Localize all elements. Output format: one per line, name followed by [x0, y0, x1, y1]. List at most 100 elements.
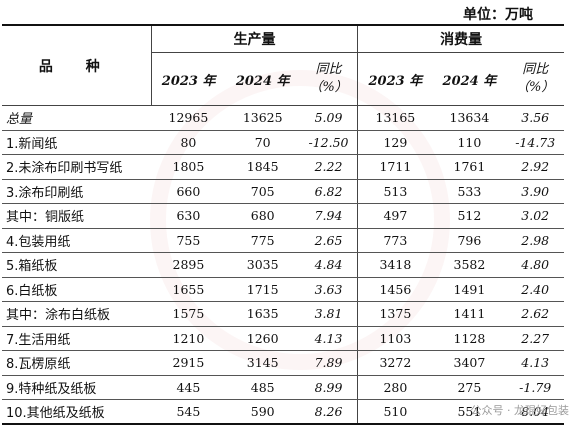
- row-name-cell: 6.白纸板: [2, 277, 152, 302]
- consumption-yoy-cell: 3.56: [506, 105, 564, 131]
- consumption-2024-cell: 3582: [432, 252, 507, 278]
- consumption-yoy-cell: 2.98: [506, 228, 564, 253]
- production-yoy-cell: 5.09: [299, 105, 359, 131]
- table-body: 总量 12965 13625 5.09 13165 13634 3.56 1.新闻纸 80 70-…: [2, 105, 564, 425]
- table-row: 3.涂布印刷纸 660 705 6.82 513 533 3.90: [2, 179, 564, 204]
- consumption-2024-cell: 512: [432, 203, 507, 229]
- consumption-yoy-cell: 2.62: [506, 301, 564, 327]
- table-row: 其中：铜版纸 630 680 7.94 497 512 3.02: [2, 203, 564, 229]
- consumption-2024-cell: 13634: [432, 105, 507, 131]
- row-name-cell: 9.特种纸及纸板: [2, 375, 152, 400]
- consumption-2024-cell: 1128: [432, 326, 507, 351]
- production-2023-cell: 80: [151, 130, 226, 155]
- consumption-2023-cell: 13165: [357, 105, 433, 131]
- production-2023-cell: 1655: [151, 277, 226, 302]
- production-yoy-cell: 7.94: [299, 203, 359, 229]
- consumption-2024-cell: 796: [432, 228, 507, 253]
- production-2023-cell: 545: [151, 399, 226, 425]
- watermark-text: 公众号 · 龙琨好包装: [470, 404, 570, 417]
- consumption-2024-cell: 1761: [432, 154, 507, 180]
- table-row: 5.箱纸板 2895 3035 4.84 3418 3582 4.80: [2, 252, 564, 278]
- consumption-2023-cell: 513: [357, 179, 433, 204]
- production-2023-cell: 2895: [151, 252, 226, 278]
- production-2024-cell: 1260: [225, 326, 300, 351]
- consumption-2024-cell: 533: [432, 179, 507, 204]
- row-name-cell: 2.未涂布印刷书写纸: [2, 154, 152, 180]
- production-yoy-cell: 3.63: [299, 277, 359, 302]
- production-2023-cell: 12965: [151, 105, 226, 131]
- production-2024-cell: 3035: [225, 252, 300, 278]
- production-yoy-cell: 8.99: [299, 375, 359, 400]
- consumption-2024-cell: 3407: [432, 350, 507, 376]
- consumption-yoy-cell: 3.90: [506, 179, 564, 204]
- consumption-2023-cell: 497: [357, 203, 433, 229]
- consumption-2023-cell: 1456: [357, 277, 433, 302]
- consumption-2023-cell: 510: [357, 399, 433, 425]
- production-2024-cell: 13625: [225, 105, 300, 131]
- table-row: 1.新闻纸 80 70 -12.50 129 110 -14.73: [2, 130, 564, 155]
- consumption-2024-cell: 1411: [432, 301, 507, 327]
- production-2023-cell: 1805: [151, 154, 226, 180]
- table-row: 4.包装用纸 755 775 2.65 773 796 2.98: [2, 228, 564, 253]
- consumption-2023-cell: 1711: [357, 154, 433, 180]
- row-name-cell: 其中：涂布白纸板: [2, 301, 152, 327]
- table-row: 10.其他纸及纸板 545 590 8.26 510 551 8.04: [2, 399, 564, 425]
- consumption-yoy-cell: 2.40: [506, 277, 564, 302]
- production-yoy-cell: 2.22: [299, 154, 359, 180]
- consumption-yoy-cell: 8.04: [506, 399, 564, 425]
- row-name-cell: 3.涂布印刷纸: [2, 179, 152, 204]
- consumption-2023-cell: 280: [357, 375, 433, 400]
- consumption-yoy-cell: 4.13: [506, 350, 564, 376]
- production-2024-cell: 485: [225, 375, 300, 400]
- production-2023-cell: 1575: [151, 301, 226, 327]
- consumption-2023-cell: 773: [357, 228, 433, 253]
- row-name-cell: 其中：铜版纸: [2, 203, 152, 229]
- production-yoy-cell: 8.26: [299, 399, 359, 425]
- consumption-2024-cell: 275: [432, 375, 507, 400]
- table-row: 2.未涂布印刷书写纸 1805 1845 2.22 1711 1761 2.92: [2, 154, 564, 180]
- consumption-2023-cell: 1375: [357, 301, 433, 327]
- production-2023-cell: 1210: [151, 326, 226, 351]
- table-row: 总量 12965 13625 5.09 13165 13634 3.56: [2, 105, 564, 131]
- production-2024-header: 2024 年: [225, 52, 300, 106]
- consumption-yoy-cell: 2.27: [506, 326, 564, 351]
- production-yoy-cell: 4.13: [299, 326, 359, 351]
- consumption-2024-cell: 110: [432, 130, 507, 155]
- consumption-2023-cell: 3418: [357, 252, 433, 278]
- consumption-yoy-cell: -14.73: [506, 130, 564, 155]
- production-yoy-cell: 3.81: [299, 301, 359, 327]
- production-yoy-header: 同比 （%）: [299, 52, 359, 106]
- row-name-cell: 5.箱纸板: [2, 252, 152, 278]
- consumption-2023-header: 2023 年: [357, 52, 433, 106]
- production-2024-cell: 1635: [225, 301, 300, 327]
- paper-statistics-table: 品 种 生产量 消费量 2023 年 2024 年 同比 （%） 2023 年 2…: [2, 24, 564, 425]
- production-2024-cell: 1715: [225, 277, 300, 302]
- consumption-header: 消费量: [357, 24, 564, 53]
- production-yoy-cell: 4.84: [299, 252, 359, 278]
- consumption-2024-header: 2024 年: [432, 52, 507, 106]
- consumption-2024-cell: 1491: [432, 277, 507, 302]
- production-2023-cell: 755: [151, 228, 226, 253]
- production-yoy-cell: 7.89: [299, 350, 359, 376]
- production-2024-cell: 3145: [225, 350, 300, 376]
- row-name-cell: 4.包装用纸: [2, 228, 152, 253]
- row-name-cell: 7.生活用纸: [2, 326, 152, 351]
- consumption-yoy-header: 同比 （%）: [506, 52, 564, 106]
- production-2024-cell: 775: [225, 228, 300, 253]
- production-yoy-cell: -12.50: [299, 130, 359, 155]
- production-yoy-cell: 2.65: [299, 228, 359, 253]
- production-2023-cell: 445: [151, 375, 226, 400]
- item-column-header: 品 种: [2, 24, 152, 106]
- production-2023-cell: 660: [151, 179, 226, 204]
- table-row: 8.瓦楞原纸 2915 3145 7.89 3272 3407 4.13: [2, 350, 564, 376]
- production-2023-cell: 2915: [151, 350, 226, 376]
- consumption-2024-cell: 551: [432, 399, 507, 425]
- consumption-yoy-cell: 3.02: [506, 203, 564, 229]
- consumption-yoy-cell: -1.79: [506, 375, 564, 400]
- consumption-2023-cell: 3272: [357, 350, 433, 376]
- row-name-cell: 10.其他纸及纸板: [2, 399, 152, 425]
- table-row: 其中：涂布白纸板 1575 1635 3.81 1375 1411 2.62: [2, 301, 564, 327]
- production-2024-cell: 705: [225, 179, 300, 204]
- table-row: 6.白纸板 1655 1715 3.63 1456 1491 2.40: [2, 277, 564, 302]
- production-yoy-cell: 6.82: [299, 179, 359, 204]
